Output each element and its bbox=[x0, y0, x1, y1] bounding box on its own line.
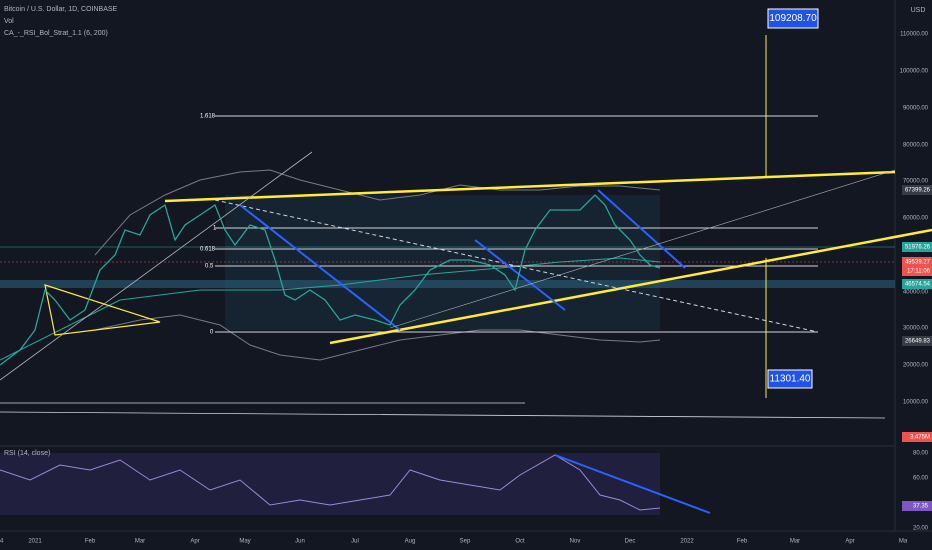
price-label: 10000.00 bbox=[903, 400, 929, 406]
channel-line bbox=[239, 204, 401, 331]
time-label: Apr bbox=[190, 539, 199, 545]
time-label: Oct bbox=[515, 539, 525, 545]
rsi-trend bbox=[554, 454, 711, 514]
time-label: 4 bbox=[0, 539, 4, 545]
time-label: Mar bbox=[135, 539, 145, 545]
time-label: Aug bbox=[405, 539, 416, 545]
price-tag-text: 17:11:06 bbox=[907, 269, 931, 275]
symbol-title: Bitcoin / U.S. Dollar, 1D, COINBASE bbox=[4, 6, 118, 13]
price-label: 30000.00 bbox=[903, 326, 929, 332]
price-label: 40000.00 bbox=[903, 290, 929, 296]
price-path bbox=[0, 194, 661, 366]
channel-line bbox=[597, 189, 686, 269]
callout-text: 11301.40 bbox=[770, 374, 811, 385]
callout-text: 109208.70 bbox=[769, 13, 817, 24]
price-tag-text: 26649.83 bbox=[905, 339, 931, 345]
bollinger-lower bbox=[94, 314, 661, 361]
indicator-label: CA_-_RSI_Bol_Strat_1.1 (6, 200) bbox=[4, 30, 108, 37]
price-tag bbox=[902, 185, 932, 195]
price-tag bbox=[902, 266, 932, 276]
trend-line bbox=[164, 170, 896, 203]
price-label: 70000.00 bbox=[903, 179, 929, 185]
callout-box bbox=[767, 369, 813, 389]
rsi-line bbox=[0, 454, 661, 511]
price-tag bbox=[902, 257, 932, 267]
price-tag bbox=[902, 336, 932, 346]
time-label: 2021 bbox=[28, 539, 42, 545]
fan-line bbox=[389, 169, 896, 329]
price-label: 110000.00 bbox=[900, 32, 929, 38]
fan-line bbox=[0, 151, 313, 381]
callout-box bbox=[767, 8, 819, 29]
time-label: Ma bbox=[899, 539, 908, 545]
time-label: Feb bbox=[85, 539, 96, 545]
rsi-axis-label: 20.00 bbox=[913, 526, 929, 532]
fib-label: 1 bbox=[213, 226, 217, 232]
time-label: Mar bbox=[790, 539, 800, 545]
rsi-axis-label: 80.00 bbox=[913, 451, 929, 457]
price-label: 20000.00 bbox=[903, 363, 929, 369]
main-pane bbox=[0, 0, 895, 446]
rsi-label: RSI (14, close) bbox=[4, 450, 50, 457]
price-tag-text: 46574.54 bbox=[905, 282, 931, 288]
shaded-zone bbox=[225, 195, 660, 330]
time-label: Sep bbox=[460, 539, 471, 545]
price-tag bbox=[902, 432, 932, 442]
price-label: 100000.00 bbox=[900, 69, 929, 75]
currency: USD bbox=[911, 7, 926, 14]
fib-label: 0.618 bbox=[200, 247, 216, 253]
time-label: Dec bbox=[625, 539, 636, 545]
rsi-axis-label: 60.00 bbox=[913, 476, 929, 482]
fib-label: 0 bbox=[210, 330, 214, 336]
moving-average bbox=[0, 257, 661, 361]
price-label: 60000.00 bbox=[903, 216, 929, 222]
time-label: Jun bbox=[295, 539, 305, 545]
fib-label: 1.618 bbox=[200, 114, 216, 120]
volume-label: Vol bbox=[4, 18, 14, 25]
time-label: Apr bbox=[845, 539, 854, 545]
fib-label: 0.5 bbox=[205, 264, 214, 270]
rsi-axis-label: 37.35 bbox=[913, 504, 929, 510]
price-tag-text: 67399.26 bbox=[905, 188, 931, 194]
price-tag-text: 3.475M bbox=[910, 435, 930, 441]
price-tag bbox=[902, 242, 932, 252]
time-label: Nov bbox=[570, 539, 581, 545]
time-label: May bbox=[239, 539, 250, 545]
bollinger-upper bbox=[94, 169, 661, 256]
low-line bbox=[0, 411, 886, 419]
channel-line bbox=[474, 239, 566, 311]
price-label: 90000.00 bbox=[903, 106, 929, 112]
time-label: 2022 bbox=[680, 539, 694, 545]
support-band bbox=[0, 280, 895, 288]
price-label: 80000.00 bbox=[903, 143, 929, 149]
rsi-tag bbox=[902, 501, 932, 511]
time-label: Feb bbox=[737, 539, 748, 545]
rsi-band bbox=[0, 453, 660, 515]
triangle bbox=[44, 284, 161, 336]
price-tag-text: 51976.26 bbox=[905, 245, 931, 251]
price-tag-text: 49539.27 bbox=[905, 260, 931, 266]
trend-line bbox=[329, 228, 932, 345]
time-label: Jul bbox=[351, 539, 359, 545]
price-tag bbox=[902, 279, 932, 289]
dashed-trend bbox=[214, 199, 819, 333]
